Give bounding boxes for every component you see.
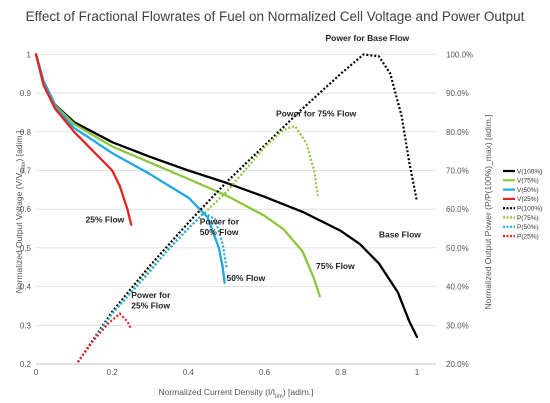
chart-title: Effect of Fractional Flowrates of Fuel o…	[25, 9, 525, 24]
y-right-tick-label: 40.0%	[446, 283, 469, 292]
annotation-label: 25% Flow	[86, 215, 125, 225]
y-right-tick-label: 80.0%	[446, 128, 469, 137]
annotation-label: 75% Flow	[316, 261, 355, 271]
legend-entry: V(25%)	[517, 196, 539, 203]
annotations: Power for Base Flow Power for 75% Flow Pow…	[86, 33, 422, 311]
annotation-label: Base Flow	[379, 229, 421, 239]
x-tick-label: 0.4	[183, 368, 195, 377]
x-axis-label: Normalized Current Density (I/Ilim) [adi…	[158, 387, 313, 400]
series-line-v-25	[34, 53, 133, 226]
legend-entry: V(100%)	[517, 168, 542, 175]
series-line-v-50	[34, 53, 226, 284]
y-right-tick-label: 60.0%	[446, 205, 469, 214]
x-tick-label: 0.8	[335, 368, 347, 377]
legend-entry: P(100%)	[517, 206, 542, 213]
series-line-p-75	[77, 124, 319, 363]
y-left-tick-label: 0.2	[20, 360, 32, 369]
annotation-label: Power for Base Flow	[326, 33, 410, 43]
y-right-tick-label: 100.0%	[446, 50, 473, 59]
legend: V(100%) V(75%) V(50%) V(25%) P(100%) P(75%) P(…	[503, 168, 542, 240]
annotation-label: Power for 75% Flow	[276, 108, 357, 118]
y-right-tick-label: 70.0%	[446, 166, 469, 175]
y-left-tick-label: 0.6	[20, 205, 32, 214]
y-axis-right-label: Normalized Output Power (P/P(100%)_max) …	[483, 114, 493, 309]
series-lines	[34, 53, 419, 363]
y-right-tick-label: 50.0%	[446, 244, 469, 253]
annotation-label: Power for 25% Flow	[131, 290, 171, 311]
y-left-tick-label: 0.4	[20, 283, 32, 292]
y-right-tick-label: 90.0%	[446, 89, 469, 98]
series-line-v-75	[34, 53, 321, 298]
legend-entry: V(75%)	[517, 178, 539, 185]
x-tick-label: 0.2	[107, 368, 119, 377]
x-tick-label: 1	[415, 368, 420, 377]
annotation-label: 50% Flow	[226, 273, 265, 283]
legend-entry: P(75%)	[517, 215, 539, 222]
y-left-tick-label: 1	[27, 50, 32, 59]
x-tick-label: 0	[34, 368, 39, 377]
annotation-label: Power for 50% Flow	[200, 217, 240, 238]
legend-entry: P(25%)	[517, 233, 539, 240]
grid-lines	[36, 53, 436, 365]
y-axis-left-label: Normalized Output Voltage (V/Vmax) [adim…	[14, 131, 27, 294]
x-tick-label: 0.6	[259, 368, 271, 377]
y-left-tick-label: 0.7	[20, 166, 32, 175]
y-right-tick-label: 30.0%	[446, 321, 469, 330]
legend-entry: V(50%)	[517, 187, 539, 194]
series-line-p-100	[76, 53, 419, 363]
y-left-tick-label: 0.3	[20, 321, 32, 330]
axes: 0.2 0.3 0.4 0.5 0.6 0.7 0.8 0.9 1 20.0% 30.0% 40.0%…	[20, 50, 473, 377]
y-left-tick-label: 0.8	[20, 128, 32, 137]
y-right-tick-label: 20.0%	[446, 360, 469, 369]
y-left-tick-label: 0.5	[20, 244, 32, 253]
y-left-tick-label: 0.9	[20, 89, 32, 98]
series-line-p-25	[77, 312, 133, 363]
legend-entry: P(50%)	[517, 224, 539, 231]
series-line-p-50	[77, 211, 228, 363]
